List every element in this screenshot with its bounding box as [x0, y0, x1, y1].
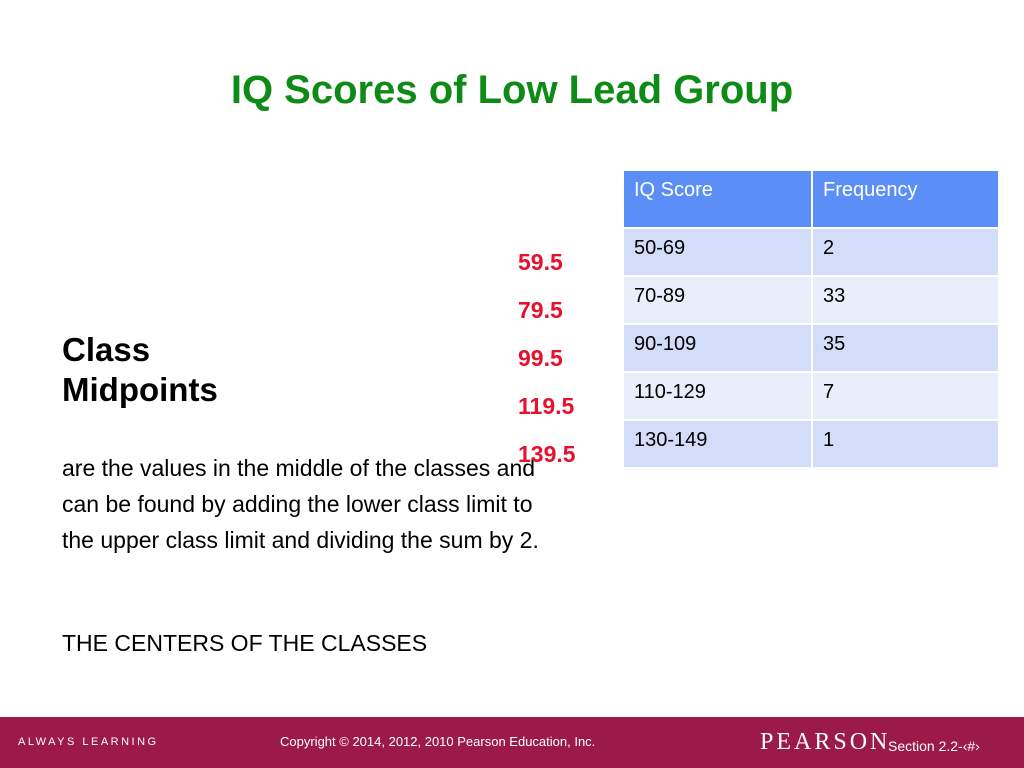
midpoint-list: 59.5 79.5 99.5 119.5 139.5	[518, 244, 576, 484]
iq-score-cell: 90-109	[622, 323, 813, 373]
class-midpoints-heading: Class Midpoints	[62, 330, 218, 410]
midpoint-value: 119.5	[518, 393, 575, 419]
table-row: 50-69 2	[622, 227, 1000, 277]
midpoint-value: 79.5	[518, 297, 563, 323]
column-header-frequency: Frequency	[811, 169, 1000, 229]
frequency-cell: 1	[811, 419, 1000, 469]
section-number: Section 2.2-‹#›	[888, 738, 980, 754]
iq-score-cell: 50-69	[622, 227, 813, 277]
footer-copyright: Copyright © 2014, 2012, 2010 Pearson Edu…	[280, 734, 596, 749]
footer-bar: ALWAYS LEARNING Copyright © 2014, 2012, …	[0, 717, 1024, 768]
table-header-row: IQ Score Frequency	[622, 169, 1000, 229]
frequency-cell: 2	[811, 227, 1000, 277]
iq-score-cell: 70-89	[622, 275, 813, 325]
midpoint-value: 59.5	[518, 249, 563, 275]
footer-tagline: ALWAYS LEARNING	[18, 736, 159, 748]
frequency-table: IQ Score Frequency 50-69 2 70-89 33 90-1…	[622, 169, 1000, 469]
midpoint-value: 139.5	[518, 441, 576, 467]
table-row: 130-149 1	[622, 419, 1000, 469]
table-row: 110-129 7	[622, 371, 1000, 421]
iq-score-cell: 130-149	[622, 419, 813, 469]
slide-title: IQ Scores of Low Lead Group	[230, 68, 794, 112]
midpoint-value: 99.5	[518, 345, 563, 371]
emphasis-text: THE CENTERS OF THE CLASSES	[62, 630, 428, 656]
heading-line-1: Class	[62, 331, 151, 368]
column-header-iq-score: IQ Score	[622, 169, 813, 229]
table-row: 90-109 35	[622, 323, 1000, 373]
table-row: 70-89 33	[622, 275, 1000, 325]
heading-line-2: Midpoints	[62, 371, 218, 408]
frequency-cell: 33	[811, 275, 1000, 325]
iq-score-cell: 110-129	[622, 371, 813, 421]
frequency-cell: 35	[811, 323, 1000, 373]
frequency-cell: 7	[811, 371, 1000, 421]
definition-text: are the values in the middle of the clas…	[62, 455, 539, 553]
pearson-logo: PEARSON	[760, 729, 891, 755]
